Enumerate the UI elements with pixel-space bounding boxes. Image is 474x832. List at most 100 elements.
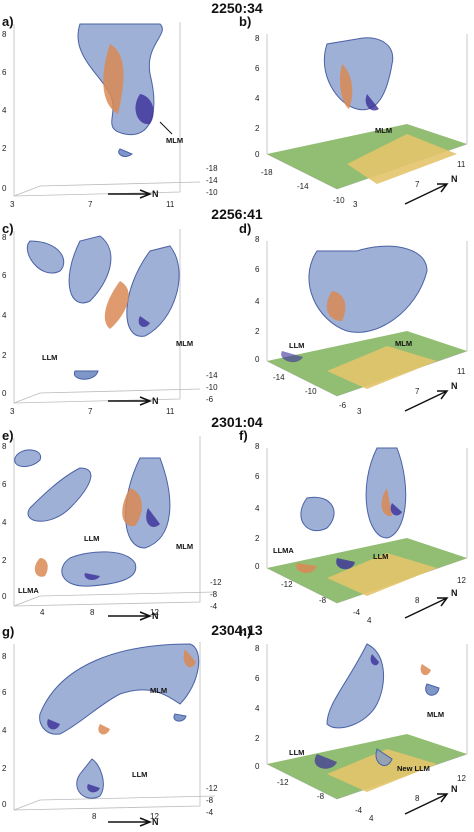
tick-label: 3	[10, 200, 15, 209]
tick-label: 4	[2, 518, 7, 527]
tick-label: 2	[2, 351, 7, 360]
tick-label: 0	[2, 184, 7, 193]
tick-label: 4	[2, 106, 7, 115]
tick-label: 4	[2, 311, 7, 320]
tick-label: 4	[367, 616, 372, 625]
tick-label: -8	[319, 596, 327, 605]
annotation: LLM	[289, 341, 305, 350]
annotation: MLM	[427, 710, 445, 719]
tick-label: 4	[255, 297, 260, 306]
tick-label: 11	[166, 407, 175, 416]
tick-label: -14	[206, 371, 218, 380]
tick-label: 6	[255, 674, 260, 683]
tick-label: -18	[206, 164, 218, 173]
annotation: MLM	[166, 136, 184, 145]
tick-label: 6	[2, 68, 7, 77]
tick-label: 2	[255, 534, 260, 543]
tick-label: -8	[206, 796, 214, 805]
annotation: LLMA	[273, 546, 294, 555]
tick-label: 11	[457, 160, 466, 169]
tick-label: 6	[255, 472, 260, 481]
tick-label: 8	[2, 30, 7, 39]
tick-label: 2	[2, 144, 7, 153]
tick-label: 8	[90, 608, 95, 617]
tick-label: 7	[415, 387, 420, 396]
north-label: N	[451, 784, 458, 794]
time-label-4: 2304:13	[211, 622, 263, 638]
tick-label: -12	[206, 784, 218, 793]
tick-label: 2	[255, 124, 260, 133]
tick-label: 7	[415, 180, 420, 189]
tick-label: 12	[150, 608, 159, 617]
north-label: N	[152, 817, 159, 827]
panel-label: g)	[2, 624, 15, 639]
isosurface-plot	[13, 22, 201, 199]
time-label-2: 2256:41	[211, 206, 263, 222]
tick-label: 0	[255, 762, 260, 771]
tick-label: 4	[255, 704, 260, 713]
annotation: LLM	[84, 534, 100, 543]
panel-label: c)	[2, 221, 14, 236]
tick-label: 3	[357, 407, 362, 416]
annotation: MLM	[150, 686, 168, 695]
tick-label: 0	[2, 800, 7, 809]
tick-label: 4	[40, 608, 45, 617]
tick-label: -4	[355, 806, 363, 815]
tick-label: 12	[457, 774, 466, 783]
time-label-3: 2301:04	[211, 414, 263, 430]
tick-label: -10	[206, 188, 218, 197]
tick-label: 8	[255, 644, 260, 653]
north-label: N	[152, 396, 159, 406]
tick-label: -10	[206, 383, 218, 392]
tick-label: 8	[2, 652, 7, 661]
tick-label: 0	[255, 355, 260, 364]
tick-label: -12	[277, 778, 289, 787]
tick-label: 3	[353, 200, 358, 209]
tick-label: -10	[305, 387, 317, 396]
isosurface-plot	[266, 34, 468, 205]
panel-c: c) 8 6 4 2 0 3 7 11 -14 -10 -6 LLM MLM N	[0, 221, 237, 429]
panel-label: a)	[2, 14, 14, 29]
north-label: N	[451, 174, 458, 184]
panel-e: e) 8 6 4 2 0 4 8 12 -12 -8 -4 LLM MLM LL…	[0, 428, 237, 636]
north-label: N	[451, 588, 458, 598]
tick-label: 3	[10, 407, 15, 416]
tick-label: 0	[2, 592, 7, 601]
tick-label: 12	[150, 812, 159, 821]
annotation: MLM	[176, 542, 194, 551]
annotation: New LLM	[397, 764, 430, 773]
tick-label: -14	[206, 176, 218, 185]
tick-label: 8	[92, 812, 97, 821]
panel-g: g) 8 6 4 2 0 8 12 -12 -8 -4 MLM LLM N	[0, 624, 237, 832]
tick-label: -6	[339, 401, 347, 410]
tick-label: 4	[2, 726, 7, 735]
tick-label: 6	[2, 480, 7, 489]
annotation: MLM	[176, 339, 194, 348]
tick-label: 12	[457, 576, 466, 585]
tick-label: -4	[210, 602, 218, 611]
annotation: MLM	[375, 126, 393, 135]
tick-label: -14	[273, 373, 285, 382]
panel-h: h) 8 6 4 2 0 -12 -8 -4 4 8 12 MLM LLM Ne…	[237, 624, 474, 832]
isosurface-plot	[13, 642, 216, 827]
tick-label: 8	[415, 596, 420, 605]
tick-label: -4	[206, 808, 214, 817]
tick-label: -12	[281, 580, 293, 589]
annotation: LLM	[373, 552, 389, 561]
tick-label: 6	[255, 265, 260, 274]
isosurface-plot	[13, 229, 201, 406]
tick-label: -8	[317, 792, 325, 801]
tick-label: 11	[457, 367, 466, 376]
panel-label: e)	[2, 428, 14, 443]
tick-label: 11	[166, 200, 175, 209]
isosurface-plot	[266, 241, 468, 412]
tick-label: 4	[369, 814, 374, 823]
tick-label: -6	[206, 395, 214, 404]
tick-label: 6	[2, 688, 7, 697]
tick-label: 7	[88, 407, 93, 416]
tick-label: -8	[210, 590, 218, 599]
tick-label: 8	[255, 235, 260, 244]
panel-f: f) 8 6 4 2 0 -12 -8 -4 4 8 12 LLMA LLM N	[237, 428, 474, 636]
tick-label: 2	[2, 556, 7, 565]
tick-label: 8	[255, 34, 260, 43]
